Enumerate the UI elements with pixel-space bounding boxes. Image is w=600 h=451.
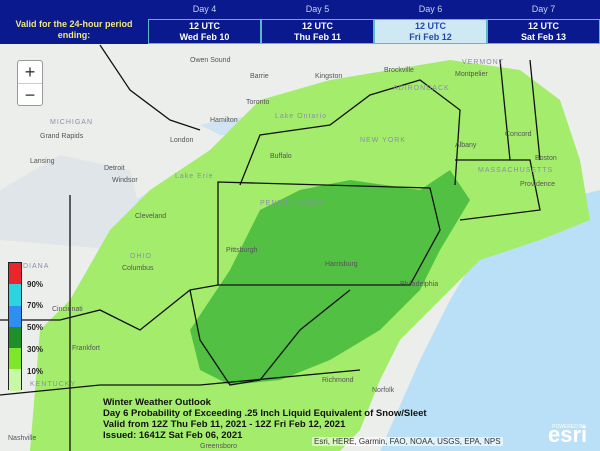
day-4-tab[interactable]: 12 UTC Wed Feb 10 — [148, 19, 261, 44]
day-selector-header: Valid for the 24-hour period ending: Day… — [0, 0, 600, 44]
city-label: Windsor — [112, 177, 138, 184]
region-label: INDIANA — [14, 263, 49, 270]
zoom-in-button[interactable]: + — [24, 62, 36, 82]
region-label: PENNSYLVANIA — [260, 200, 325, 207]
day-7-column: Day 7 12 UTC Sat Feb 13 — [487, 0, 600, 44]
legend-label: 30% — [27, 345, 44, 354]
state-borders — [0, 44, 541, 451]
city-label: Providence — [520, 181, 555, 188]
tab-date: Fri Feb 12 — [409, 32, 452, 42]
day-5-column: Day 5 12 UTC Thu Feb 11 — [261, 0, 374, 44]
city-label: Toronto — [246, 99, 269, 106]
city-label: Pittsburgh — [226, 247, 258, 254]
legend-swatch-30 — [9, 326, 21, 349]
city-label: Cincinnati — [52, 306, 83, 313]
region-label: ADIRONDACK — [393, 85, 450, 92]
city-label: Boston — [535, 155, 557, 162]
region-label: KENTUCKY — [30, 381, 76, 388]
region-label: OHIO — [130, 253, 152, 260]
legend-label: 70% — [27, 301, 44, 310]
zoom-out-button[interactable]: − — [18, 83, 42, 105]
city-label: Concord — [505, 131, 532, 138]
legend-label: 50% — [27, 323, 44, 332]
legend-swatch-0 — [9, 369, 21, 391]
city-label: Philadelphia — [400, 281, 438, 288]
city-label: Harrisburg — [325, 261, 358, 268]
city-label: Grand Rapids — [40, 133, 84, 140]
tab-date: Thu Feb 11 — [293, 32, 341, 42]
legend-swatch-70 — [9, 284, 21, 306]
tab-time: 12 UTC — [188, 21, 220, 31]
region-label: MASSACHUSETTS — [478, 167, 553, 174]
esri-logo[interactable]: POWERED BY esri — [548, 424, 587, 446]
day-7-tab[interactable]: 12 UTC Sat Feb 13 — [487, 19, 600, 44]
day-label: Day 6 — [418, 4, 443, 14]
city-label: Lansing — [30, 158, 55, 165]
city-label: London — [170, 137, 193, 144]
legend-swatch-50 — [9, 305, 21, 327]
city-label: Buffalo — [270, 153, 292, 160]
legend-swatch-90 — [9, 263, 21, 285]
outlook-description: Day 6 Probability of Exceeding .25 Inch … — [103, 408, 427, 419]
day-6-tab[interactable]: 12 UTC Fri Feb 12 — [374, 19, 487, 44]
esri-wordmark: esri — [548, 422, 588, 447]
day-6-column: Day 6 12 UTC Fri Feb 12 — [374, 0, 487, 44]
legend-label: 90% — [27, 280, 44, 289]
map-attribution: Esri, HERE, Garmin, FAO, NOAA, USGS, EPA… — [312, 437, 503, 446]
city-label: Nashville — [8, 435, 37, 442]
valid-period-label: Valid for the 24-hour period ending: — [15, 19, 133, 40]
city-label: Frankfort — [72, 345, 100, 352]
region-label: Lake Ontario — [275, 113, 327, 120]
city-label: Albany — [455, 142, 477, 149]
ocean — [380, 190, 600, 451]
weather-map[interactable]: Owen Sound Barrie Kingston Brockville Mo… — [0, 44, 600, 451]
city-label: Kingston — [315, 73, 342, 80]
valid-range: Valid from 12Z Thu Feb 11, 2021 - 12Z Fr… — [103, 419, 346, 430]
day-label: Day 7 — [531, 4, 556, 14]
city-label: Detroit — [104, 165, 125, 172]
probability-area-30-50 — [190, 170, 470, 385]
zoom-control: + − — [17, 60, 43, 106]
city-label: Hamilton — [210, 117, 238, 124]
city-label: Greensboro — [200, 443, 237, 450]
region-label: NEW YORK — [360, 137, 406, 144]
region-label: Lake Erie — [175, 173, 214, 180]
tab-time: 12 UTC — [301, 21, 333, 31]
powered-by-text: POWERED BY — [552, 424, 586, 430]
city-label: Barrie — [250, 73, 269, 80]
city-label: Owen Sound — [190, 57, 231, 64]
probability-legend — [8, 262, 22, 391]
issued-time: Issued: 1641Z Sat Feb 06, 2021 — [103, 430, 243, 441]
city-label: Columbus — [122, 265, 154, 272]
place-labels: Owen Sound Barrie Kingston Brockville Mo… — [8, 57, 557, 450]
tab-time: 12 UTC — [527, 21, 559, 31]
day-label: Day 5 — [305, 4, 330, 14]
day-5-tab[interactable]: 12 UTC Thu Feb 11 — [261, 19, 374, 44]
tab-date: Sat Feb 13 — [520, 32, 567, 42]
region-label: VERMONT — [462, 59, 504, 66]
city-label: Richmond — [322, 377, 354, 384]
tab-date: Wed Feb 10 — [179, 32, 230, 42]
outlook-title-block: Winter Weather Outlook Day 6 Probability… — [103, 397, 427, 441]
region-label: MICHIGAN — [50, 119, 93, 126]
city-label: Norfolk — [372, 387, 395, 394]
day-4-column: Day 4 12 UTC Wed Feb 10 — [148, 0, 261, 44]
outlook-title: Winter Weather Outlook — [103, 397, 211, 408]
day-label: Day 4 — [192, 4, 217, 14]
legend-swatch-10 — [9, 348, 21, 370]
city-label: Brockville — [384, 67, 414, 74]
legend-label: 10% — [27, 367, 44, 376]
city-label: Montpelier — [455, 71, 488, 78]
city-label: Cleveland — [135, 213, 166, 220]
tab-time: 12 UTC — [414, 21, 446, 31]
